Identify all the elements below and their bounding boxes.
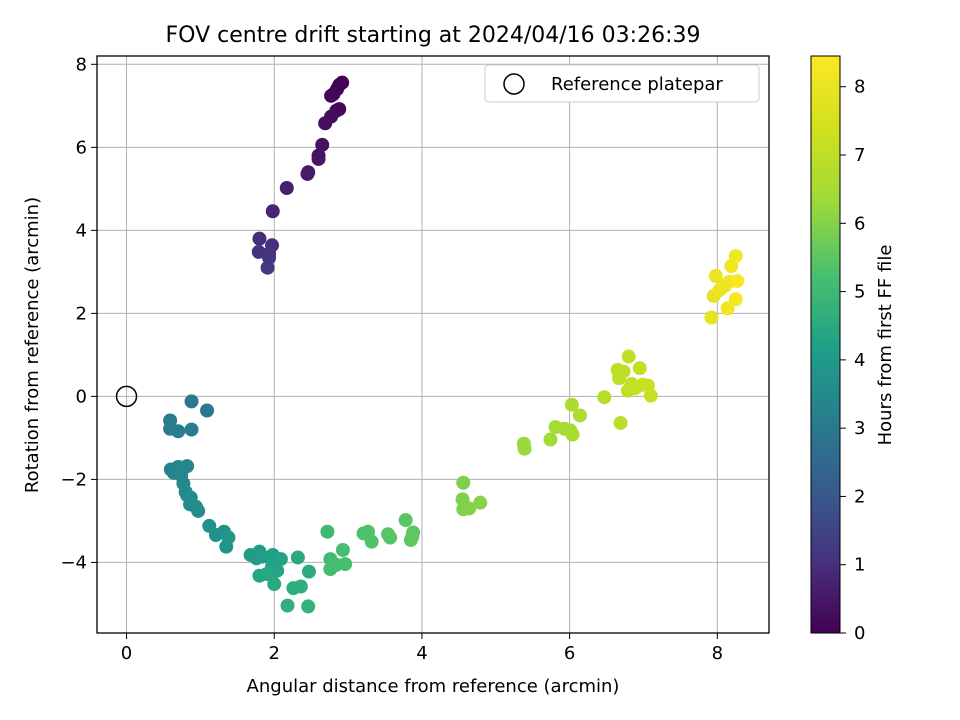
data-point xyxy=(315,137,330,152)
data-point xyxy=(704,310,719,325)
data-point xyxy=(728,292,743,307)
x-axis-ticks: 0 2 4 6 8 xyxy=(121,633,723,664)
chart-title: FOV centre drift starting at 2024/04/16 … xyxy=(166,23,701,48)
data-point xyxy=(200,403,215,418)
x-tick-label: 2 xyxy=(269,643,280,664)
data-point xyxy=(301,599,316,614)
data-point xyxy=(311,151,326,166)
data-point xyxy=(180,459,195,474)
data-point xyxy=(219,539,234,554)
legend-box xyxy=(484,64,760,103)
data-point xyxy=(543,432,558,447)
plot-area-background xyxy=(97,56,769,633)
colorbar-tick-label: 8 xyxy=(854,77,865,98)
data-point xyxy=(255,549,270,564)
data-point xyxy=(338,557,353,572)
data-point xyxy=(616,364,631,379)
data-point xyxy=(564,397,579,412)
data-point xyxy=(613,415,628,430)
colorbar-label: Hours from first FF file xyxy=(875,245,896,446)
x-axis-label: Angular distance from reference (arcmin) xyxy=(247,676,620,697)
colorbar-tick-label: 3 xyxy=(854,418,865,439)
data-point xyxy=(383,530,398,545)
data-point xyxy=(279,181,294,196)
colorbar-tick-label: 7 xyxy=(854,145,865,166)
data-point xyxy=(267,577,282,592)
colorbar-tick-label: 5 xyxy=(854,282,865,303)
data-point xyxy=(318,116,333,131)
x-tick-label: 8 xyxy=(712,643,723,664)
data-point xyxy=(265,204,280,219)
data-point xyxy=(171,424,186,439)
data-point xyxy=(720,301,735,316)
data-point xyxy=(320,524,335,539)
data-point xyxy=(184,422,199,437)
reference-platepar-marker xyxy=(115,385,138,408)
data-point xyxy=(251,244,266,259)
data-point xyxy=(621,349,636,364)
y-tick-label: 6 xyxy=(76,137,87,158)
data-points xyxy=(163,75,745,614)
data-point xyxy=(403,533,418,548)
grid-lines xyxy=(97,56,769,633)
colorbar-tick-label: 0 xyxy=(854,623,865,644)
y-tick-label: 2 xyxy=(76,303,87,324)
y-axis-label: Rotation from reference (arcmin) xyxy=(22,197,43,493)
data-point xyxy=(462,501,477,516)
data-point xyxy=(473,495,488,510)
y-tick-label: −4 xyxy=(60,552,87,573)
data-point xyxy=(293,579,308,594)
y-tick-label: −2 xyxy=(60,469,87,490)
plot-frame xyxy=(96,55,770,634)
data-point xyxy=(252,231,267,246)
colorbar-gradient xyxy=(810,55,841,634)
data-point xyxy=(184,394,199,409)
colorbar-tick-label: 4 xyxy=(854,350,865,371)
data-point xyxy=(597,390,612,405)
data-point xyxy=(280,598,295,613)
colorbar-ticks: 0 1 2 3 4 5 6 7 8 xyxy=(840,77,865,644)
legend-reference-marker xyxy=(503,73,525,95)
colorbar-tick-label: 6 xyxy=(854,213,865,234)
data-point xyxy=(517,441,532,456)
reference-marker-layer xyxy=(115,385,138,408)
data-point xyxy=(300,166,315,181)
data-point xyxy=(191,503,206,518)
legend-label: Reference platepar xyxy=(551,74,723,95)
data-point xyxy=(335,542,350,557)
data-point xyxy=(324,88,339,103)
data-point xyxy=(259,567,274,582)
x-tick-label: 4 xyxy=(416,643,427,664)
data-point xyxy=(364,534,379,549)
data-point xyxy=(572,408,587,423)
data-point xyxy=(708,269,723,284)
y-tick-label: 8 xyxy=(76,54,87,75)
data-point xyxy=(398,513,413,528)
data-point xyxy=(565,427,580,442)
data-point xyxy=(728,249,743,264)
colorbar-tick-label: 2 xyxy=(854,486,865,507)
data-point xyxy=(290,550,305,565)
data-point xyxy=(730,273,745,288)
colorbar-tick-label: 1 xyxy=(854,555,865,576)
y-tick-label: 4 xyxy=(76,220,87,241)
x-tick-label: 6 xyxy=(564,643,575,664)
data-point xyxy=(456,475,471,490)
data-point xyxy=(643,388,658,403)
x-tick-label: 0 xyxy=(121,643,132,664)
data-point xyxy=(632,361,647,376)
legend: Reference platepar xyxy=(484,64,760,103)
data-point xyxy=(301,564,316,579)
y-axis-ticks: −4 −2 0 2 4 6 8 xyxy=(60,54,97,573)
colorbar: 0 1 2 3 4 5 6 7 8 Hours from first FF file xyxy=(810,55,896,644)
data-point xyxy=(260,260,275,275)
y-tick-label: 0 xyxy=(76,386,87,407)
